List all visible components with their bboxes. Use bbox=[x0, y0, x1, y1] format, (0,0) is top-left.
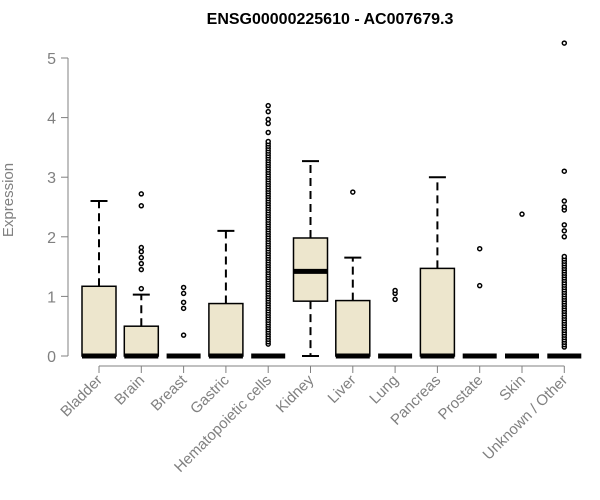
outlier-point bbox=[265, 120, 271, 127]
outlier-point bbox=[561, 228, 568, 234]
x-tick-label: Brain bbox=[111, 372, 148, 409]
outlier-point bbox=[561, 40, 568, 46]
outlier-point bbox=[138, 266, 145, 273]
outlier-point bbox=[561, 168, 568, 174]
x-tick-label: Lung bbox=[366, 372, 402, 408]
box-kidney bbox=[292, 160, 329, 357]
x-tick-label: Skin bbox=[496, 372, 529, 405]
outlier-point bbox=[561, 222, 568, 228]
outlier-point bbox=[138, 191, 145, 197]
outlier-point bbox=[138, 203, 145, 209]
box-body bbox=[419, 267, 456, 357]
outlier-point bbox=[138, 260, 145, 267]
box-lung bbox=[378, 287, 413, 359]
y-tick-label: 5 bbox=[47, 51, 56, 68]
outlier-point bbox=[561, 204, 568, 210]
outlier-point bbox=[180, 290, 187, 297]
box-hematopoietic-cells bbox=[251, 102, 286, 359]
box-skin bbox=[505, 211, 539, 359]
box-prostate bbox=[462, 245, 497, 359]
box-unknown-other bbox=[547, 40, 582, 359]
outlier-point bbox=[265, 138, 271, 145]
outlier-point bbox=[180, 299, 187, 306]
y-tick-label: 2 bbox=[47, 230, 56, 247]
outlier-point bbox=[561, 234, 568, 240]
box-brain bbox=[123, 191, 160, 359]
outlier-point bbox=[138, 248, 145, 255]
box-gastric bbox=[208, 229, 244, 359]
outlier-point bbox=[265, 129, 271, 136]
outlier-point bbox=[350, 189, 356, 195]
y-axis: 0 1 2 3 4 5 bbox=[47, 51, 69, 366]
y-axis-label: Expression bbox=[0, 163, 17, 237]
box-body bbox=[81, 285, 117, 357]
box-breast bbox=[166, 284, 201, 359]
outlier-point bbox=[561, 253, 568, 260]
box-body bbox=[208, 302, 244, 357]
box-liver bbox=[335, 189, 371, 359]
outlier-point bbox=[138, 244, 145, 251]
outlier-point bbox=[180, 332, 187, 338]
box-bladder bbox=[81, 200, 117, 359]
outlier-point bbox=[476, 282, 483, 289]
x-tick-label: Prostate bbox=[435, 372, 487, 424]
outlier-point bbox=[392, 296, 398, 303]
outlier-point bbox=[180, 305, 187, 312]
chart-title: ENSG00000225610 - AC007679.3 bbox=[207, 11, 454, 28]
y-tick-label: 4 bbox=[47, 111, 56, 128]
box-pancreas bbox=[419, 176, 456, 359]
outlier-point bbox=[519, 211, 525, 217]
outlier-point bbox=[265, 102, 271, 109]
outlier-point bbox=[476, 245, 483, 252]
outlier-point bbox=[138, 254, 145, 261]
outlier-point bbox=[138, 285, 145, 292]
outlier-point bbox=[392, 287, 398, 294]
y-tick-label: 1 bbox=[47, 289, 56, 306]
outlier-point bbox=[180, 284, 187, 291]
outlier-point bbox=[265, 108, 271, 115]
outlier-point bbox=[561, 198, 568, 204]
x-tick-label: Liver bbox=[325, 372, 360, 407]
box-body bbox=[123, 325, 160, 357]
x-tick-label: Bladder bbox=[57, 372, 106, 421]
outlier-point bbox=[265, 116, 271, 123]
box-body bbox=[335, 299, 371, 357]
plot-area bbox=[81, 40, 582, 359]
x-tick-label: Kidney bbox=[273, 371, 318, 416]
y-tick-label: 3 bbox=[47, 170, 56, 187]
x-tick-label: Breast bbox=[148, 371, 191, 414]
y-tick-label: 0 bbox=[47, 349, 56, 366]
